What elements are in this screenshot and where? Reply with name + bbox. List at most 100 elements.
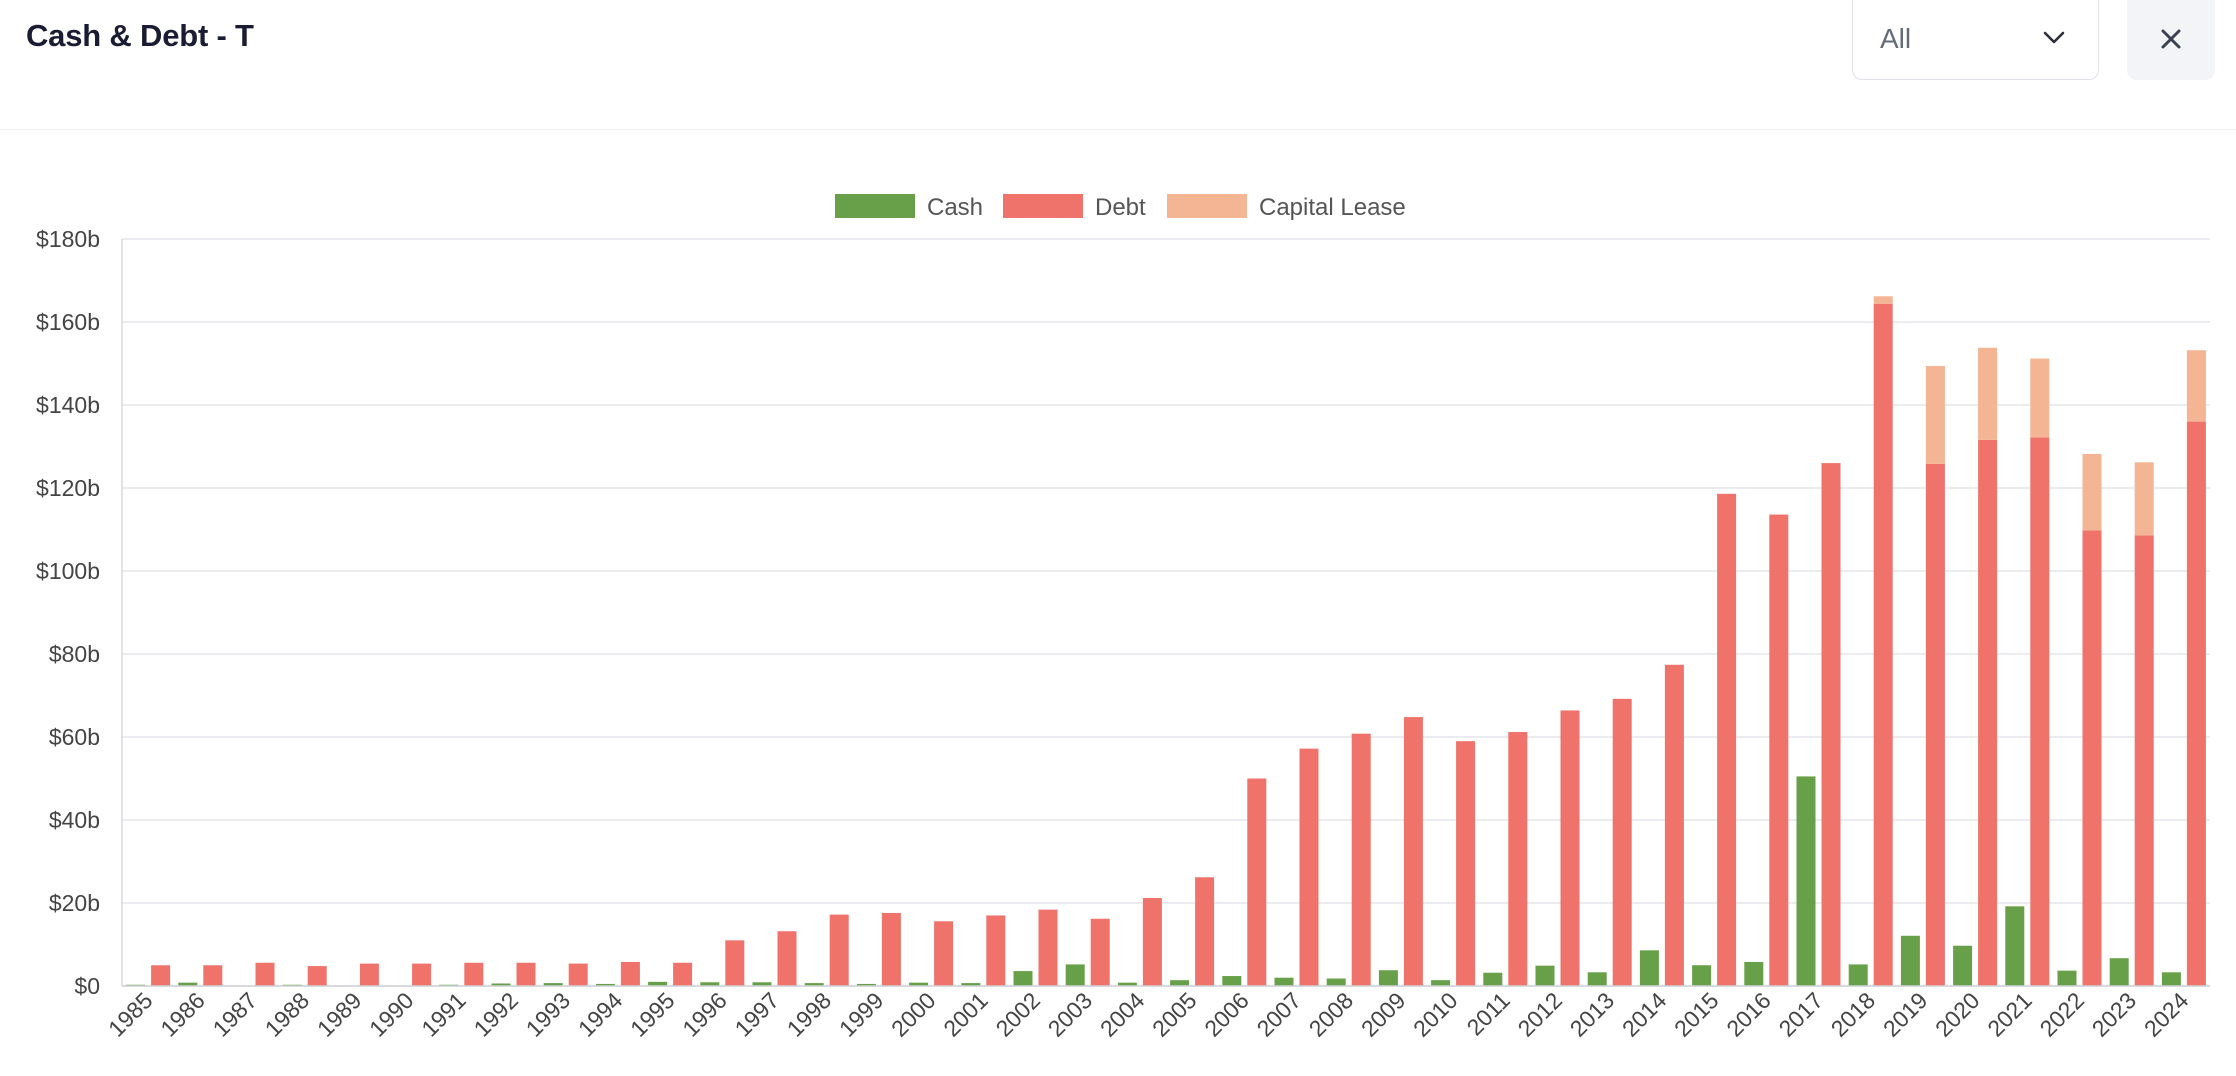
debt-bar (829, 914, 849, 986)
x-tick-label: 2021 (1982, 987, 2037, 1042)
cash-bar (1796, 776, 1816, 986)
x-tick-label: 2000 (886, 987, 941, 1042)
debt-bar (464, 962, 484, 986)
y-tick-label: $20b (49, 890, 100, 916)
x-tick-label: 2011 (1461, 987, 1514, 1040)
cash-bar (1848, 964, 1868, 986)
x-tick-label: 2006 (1199, 987, 1254, 1042)
y-tick-label: $80b (49, 641, 100, 667)
x-tick-label: 2016 (1721, 987, 1776, 1042)
legend-swatch (1167, 194, 1247, 218)
debt-bar (412, 963, 432, 986)
x-tick-label: 1996 (677, 987, 732, 1042)
legend-label: Cash (927, 194, 983, 221)
cash-bar (856, 983, 876, 986)
cash-bar (1013, 971, 1033, 986)
close-button[interactable] (2127, 0, 2215, 80)
x-tick-label: 1989 (312, 987, 367, 1042)
x-tick-label: 1986 (155, 987, 210, 1042)
cash-bar (1117, 982, 1137, 986)
capital-lease-bar (2134, 462, 2154, 536)
cash-bar (804, 983, 824, 986)
x-tick-label: 1994 (573, 987, 628, 1042)
debt-bar (1769, 514, 1789, 986)
capital-lease-bar (1925, 365, 1945, 464)
debt-bar (1925, 463, 1945, 986)
x-tick-label: 2007 (1251, 987, 1306, 1042)
debt-bar (1873, 303, 1893, 986)
debt-bar (1247, 778, 1267, 986)
cash-bar (1535, 965, 1555, 986)
debt-bar (2186, 421, 2206, 987)
cash-bar (752, 982, 772, 986)
y-tick-label: $60b (49, 724, 100, 750)
debt-bar (151, 965, 171, 986)
cash-bar (909, 982, 929, 986)
cash-bar (1431, 980, 1451, 986)
x-tick-label: 1997 (729, 987, 784, 1042)
debt-bar (2030, 437, 2050, 986)
debt-bar (1090, 918, 1110, 986)
capital-lease-bar (1978, 347, 1998, 440)
x-tick-label: 1987 (207, 987, 262, 1042)
legend-label: Debt (1095, 194, 1146, 221)
cash-debt-bar-chart: $0 $20b $40b $60b $80b $100b $120b $140b $160b $1… (36, 194, 2210, 1042)
debt-bar (2082, 530, 2102, 986)
debt-bar (1821, 463, 1841, 987)
capital-lease-bar (1873, 296, 1893, 304)
cash-bar (1900, 935, 1920, 986)
period-filter-dropdown[interactable]: All (1852, 0, 2099, 80)
cash-bar (2005, 906, 2025, 986)
cash-bar (1065, 964, 1085, 986)
x-tick-label: 2003 (1043, 987, 1098, 1042)
x-tick-label: 2001 (938, 987, 993, 1042)
debt-bar (1717, 493, 1737, 986)
y-tick-label: $140b (36, 392, 100, 418)
x-tick-label: 2004 (1095, 987, 1150, 1042)
cash-bar (2109, 958, 2129, 986)
x-tick-label: 1995 (625, 987, 680, 1042)
panel-header: Cash & Debt - T All (0, 0, 2236, 130)
y-tick-label: $100b (36, 558, 100, 584)
y-tick-label: $120b (36, 475, 100, 501)
debt-bar (359, 963, 379, 986)
debt-bar (934, 921, 954, 986)
debt-bar (881, 912, 901, 986)
x-tick-label: 2014 (1617, 987, 1672, 1042)
debt-bar (1508, 732, 1528, 986)
debt-bar (1560, 710, 1580, 986)
x-tick-label: 1988 (260, 987, 315, 1042)
x-tick-label: 2009 (1356, 987, 1411, 1042)
x-tick-label: 2008 (1304, 987, 1359, 1042)
cash-bar (2161, 972, 2181, 986)
x-tick-label: 2017 (1773, 987, 1828, 1042)
cash-bar (595, 983, 615, 986)
y-tick-label: $160b (36, 309, 100, 335)
debt-bar (1664, 664, 1684, 986)
cash-bar (961, 983, 981, 986)
capital-lease-bar (2030, 358, 2050, 438)
x-tick-label: 2010 (1408, 987, 1463, 1042)
cash-bar (1483, 972, 1503, 986)
x-tick-label: 1991 (416, 987, 471, 1042)
dropdown-selected-value: All (1880, 23, 1912, 54)
cash-bar (178, 982, 198, 986)
x-tick-label: 1993 (521, 987, 576, 1042)
x-tick-label: 1992 (468, 987, 523, 1042)
x-tick-label: 2012 (1512, 987, 1567, 1042)
debt-bar (1142, 898, 1162, 986)
cash-bar (543, 983, 563, 986)
debt-bar (725, 940, 745, 986)
y-tick-label: $40b (49, 807, 100, 833)
debt-bar (673, 962, 693, 986)
x-tick-label: 2023 (2087, 987, 2142, 1042)
x-tick-label: 2013 (1565, 987, 1620, 1042)
close-icon (2161, 29, 2181, 49)
cash-bar (648, 981, 668, 986)
x-tick-label: 2002 (990, 987, 1045, 1042)
debt-bar (568, 963, 588, 986)
chevron-down-icon (2043, 31, 2065, 44)
debt-bar (2134, 535, 2154, 986)
x-tick-label: 1998 (782, 987, 837, 1042)
cash-bar (700, 982, 720, 986)
